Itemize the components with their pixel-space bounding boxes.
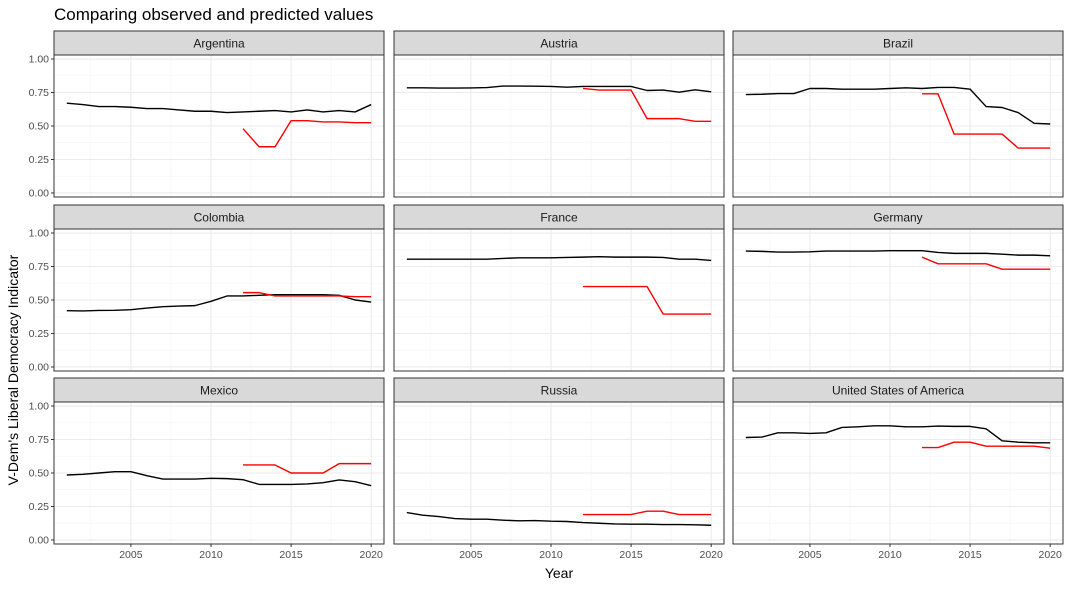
strip-label-france: France [540,211,578,225]
y-tick-label: 0.50 [29,468,50,480]
x-tick-label: 2015 [279,549,303,561]
y-tick-label: 0.25 [29,328,50,340]
strip-label-austria: Austria [540,37,578,51]
observed-line-germany [745,249,1051,257]
strip-austria [393,30,725,56]
observed-line-mexico [66,470,372,487]
observed-line-brazil [745,86,1051,125]
panel-brazil: Brazil [732,30,1064,198]
x-tick-label: 2005 [119,549,143,561]
x-tick-label: 2020 [360,549,384,561]
strip-label-germany: Germany [873,211,922,225]
y-tick-label: 0.50 [29,295,50,307]
x-tick-label: 2010 [199,549,223,561]
y-tick-label: 0.00 [29,361,50,373]
observed-line-france [406,256,712,262]
predicted-line-austria [582,87,712,123]
strip-label-united-states-of-america: United States of America [832,384,964,398]
facet-panels: Argentina 0.00 0.25 0.50 0.75 1.00 Austria Braz… [29,30,1064,561]
panel-austria: Austria [393,30,725,198]
panel-border-france [393,228,725,372]
panel-germany: Germany [732,204,1064,372]
panel-border-united-states-of-america [732,401,1064,545]
x-tick-label: 2020 [700,549,724,561]
panel-border-germany [732,228,1064,372]
strip-label-russia: Russia [541,384,578,398]
strip-label-mexico: Mexico [200,384,238,398]
predicted-line-united-states-of-america [922,441,1051,449]
predicted-line-russia [583,510,712,516]
x-tick-label: 2010 [539,549,563,561]
predicted-line-germany [921,256,1051,270]
x-tick-label: 2005 [459,549,483,561]
y-tick-label: 1.00 [29,54,50,66]
panel-russia: Russia 2005 2010 2015 2020 [393,377,725,561]
observed-line-united-states-of-america [745,425,1051,444]
y-tick-label: 0.50 [29,121,50,133]
predicted-line-brazil [922,93,1051,149]
y-tick-label: 0.75 [29,261,50,273]
panel-france: France [393,204,725,372]
y-tick-label: 0.75 [29,434,50,446]
panel-united-states-of-america: United States of America 2005 2010 2015 2020 [732,377,1064,561]
strip-united-states-of-america [732,377,1064,403]
observed-line-colombia [66,293,372,312]
panel-border-brazil [732,54,1064,198]
x-tick-label: 2015 [619,549,643,561]
observed-line-austria [406,85,712,93]
y-tick-label: 0.25 [29,154,50,166]
y-tick-label: 0.00 [29,534,50,546]
x-tick-label: 2015 [958,549,982,561]
strip-colombia [53,204,385,230]
panel-border-russia [393,401,725,545]
y-tick-label: 0.25 [29,501,50,513]
predicted-line-colombia [243,291,372,298]
panel-argentina: Argentina 0.00 0.25 0.50 0.75 1.00 [29,30,385,199]
y-axis-label: V-Dem's Liberal Democracy Indicator [5,254,21,485]
predicted-line-argentina [242,119,372,148]
panel-mexico: Mexico 0.00 0.25 0.50 0.75 1.00 2005 2010 2015 20… [29,377,385,561]
strip-label-colombia: Colombia [194,211,245,225]
y-tick-label: 1.00 [29,401,50,413]
x-tick-label: 2020 [1039,549,1063,561]
x-tick-label: 2010 [878,549,902,561]
panel-border-austria [393,54,725,198]
chart-title: Comparing observed and predicted values [54,5,373,24]
strip-france [393,204,725,230]
strip-argentina [53,30,385,56]
y-tick-label: 0.75 [29,87,50,99]
observed-line-russia [406,511,712,526]
observed-line-argentina [66,102,372,114]
x-axis-label: Year [545,565,574,581]
y-tick-label: 1.00 [29,228,50,240]
predicted-line-france [583,285,712,315]
strip-label-argentina: Argentina [193,37,245,51]
strip-brazil [732,30,1064,56]
strip-label-brazil: Brazil [883,37,913,51]
y-tick-label: 0.00 [29,187,50,199]
x-tick-label: 2005 [798,549,822,561]
panel-colombia: Colombia 0.00 0.25 0.50 0.75 1.00 [29,204,385,373]
predicted-line-mexico [243,462,372,474]
